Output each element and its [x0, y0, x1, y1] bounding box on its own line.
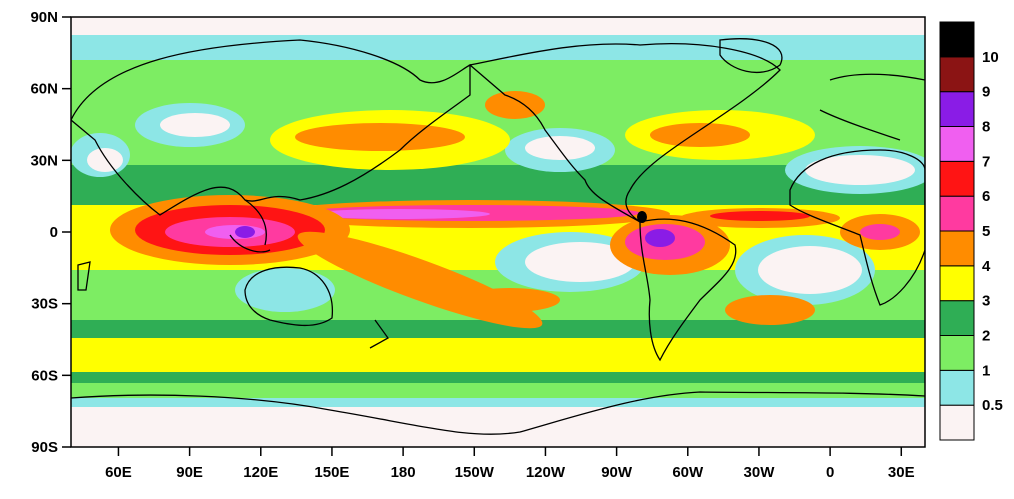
x-tick-label: 120E [243, 464, 278, 481]
colorbar-swatch [939, 369, 975, 406]
x-tick-label: 150E [314, 464, 349, 481]
coast-antarctica [71, 391, 925, 435]
colorbar-label: 4 [982, 258, 991, 275]
y-tick-label: 90N [30, 9, 58, 26]
colorbar-swatch [939, 300, 975, 336]
south-pacific-track [460, 288, 560, 312]
x-tick-label: 180 [391, 464, 416, 481]
coast-australia [244, 266, 334, 327]
x-tick-label: 0 [826, 464, 834, 481]
coast-north-america [468, 43, 781, 223]
band-south-mid [71, 320, 925, 340]
x-tick-label: 90W [601, 464, 633, 481]
x-tick-label: 60W [672, 464, 704, 481]
dry-southeast-pacific-core [525, 242, 635, 282]
x-tick-label: 30W [744, 464, 776, 481]
colorbar-swatch [939, 91, 975, 127]
colorbar-label: 6 [982, 188, 990, 205]
coastlines [71, 38, 925, 435]
coast-southeast-asia [229, 199, 271, 253]
colorbar-swatch [939, 195, 975, 232]
coast-south-america [639, 218, 737, 362]
colorbar-swatch [939, 335, 975, 371]
dry-arabia-core [87, 148, 123, 172]
colorbar-swatch [939, 126, 975, 162]
band-south-light [71, 383, 925, 401]
dry-north-africa-core [805, 155, 915, 185]
itcz-pacific-peak [310, 209, 490, 219]
dry-east-pacific-n-core [525, 136, 595, 160]
maritime-max [235, 226, 255, 238]
colorbar-swatch [939, 404, 975, 441]
colorbar-label: 9 [982, 84, 990, 101]
y-tick-label: 30S [31, 296, 58, 313]
y-tick-label: 90S [31, 439, 58, 456]
dry-central-asia-core [160, 113, 230, 137]
x-axis: 60E 90E 120E 150E 180 150W 120W 90W 60W 30W 0 30E [105, 447, 915, 481]
x-tick-label: 150W [455, 464, 495, 481]
colorbar-label: 2 [982, 328, 990, 345]
colorbar-swatch [939, 265, 975, 302]
band-southern-storm [71, 338, 925, 376]
coast-greenland [719, 38, 783, 74]
colorbar-label: 10 [982, 49, 999, 66]
x-tick-label: 30E [888, 464, 915, 481]
colorbar-label: 5 [982, 223, 990, 240]
south-atlantic-track [725, 295, 815, 325]
y-tick-label: 60S [31, 367, 58, 384]
dry-australia [235, 268, 335, 312]
y-tick-label: 30N [30, 152, 58, 169]
y-tick-label: 60N [30, 81, 58, 98]
coast-eurasia [71, 39, 471, 216]
band-south-green [71, 372, 925, 384]
coast-africa [789, 149, 925, 306]
coast-europe [819, 73, 925, 141]
band-antarctica [71, 407, 925, 447]
x-tick-label: 90E [176, 464, 203, 481]
band-north-polar [71, 17, 925, 37]
colorbar-swatch [939, 160, 975, 197]
y-axis: 90N 60N 30N 0 30S 60S 90S [30, 9, 71, 456]
colorbar-label: 8 [982, 119, 990, 136]
colorbar-label: 1 [982, 362, 990, 379]
congo-core [860, 224, 900, 240]
kuroshio-storm-core [295, 123, 465, 151]
y-tick-label: 0 [50, 224, 58, 241]
colombia-max [637, 211, 647, 223]
amazon-peak [645, 229, 675, 247]
coast-madagascar [77, 261, 91, 291]
map-plot-area [71, 17, 925, 447]
colorbar-label: 7 [982, 153, 990, 170]
colorbar-swatch [939, 230, 975, 267]
x-tick-label: 120W [526, 464, 566, 481]
gulf-stream-core [650, 123, 750, 147]
north-pacific-coast [485, 91, 545, 119]
coast-new-zealand [369, 319, 389, 349]
colorbar-swatch [939, 21, 975, 58]
x-tick-label: 60E [105, 464, 132, 481]
colorbar: 0.5 1 2 3 4 5 6 7 8 9 10 [939, 21, 1003, 441]
colorbar-label: 3 [982, 293, 990, 310]
colorbar-label: 0.5 [982, 397, 1003, 414]
atlantic-itcz-core [710, 211, 810, 221]
dry-south-atlantic-core [758, 246, 862, 294]
colorbar-swatch [939, 56, 975, 93]
